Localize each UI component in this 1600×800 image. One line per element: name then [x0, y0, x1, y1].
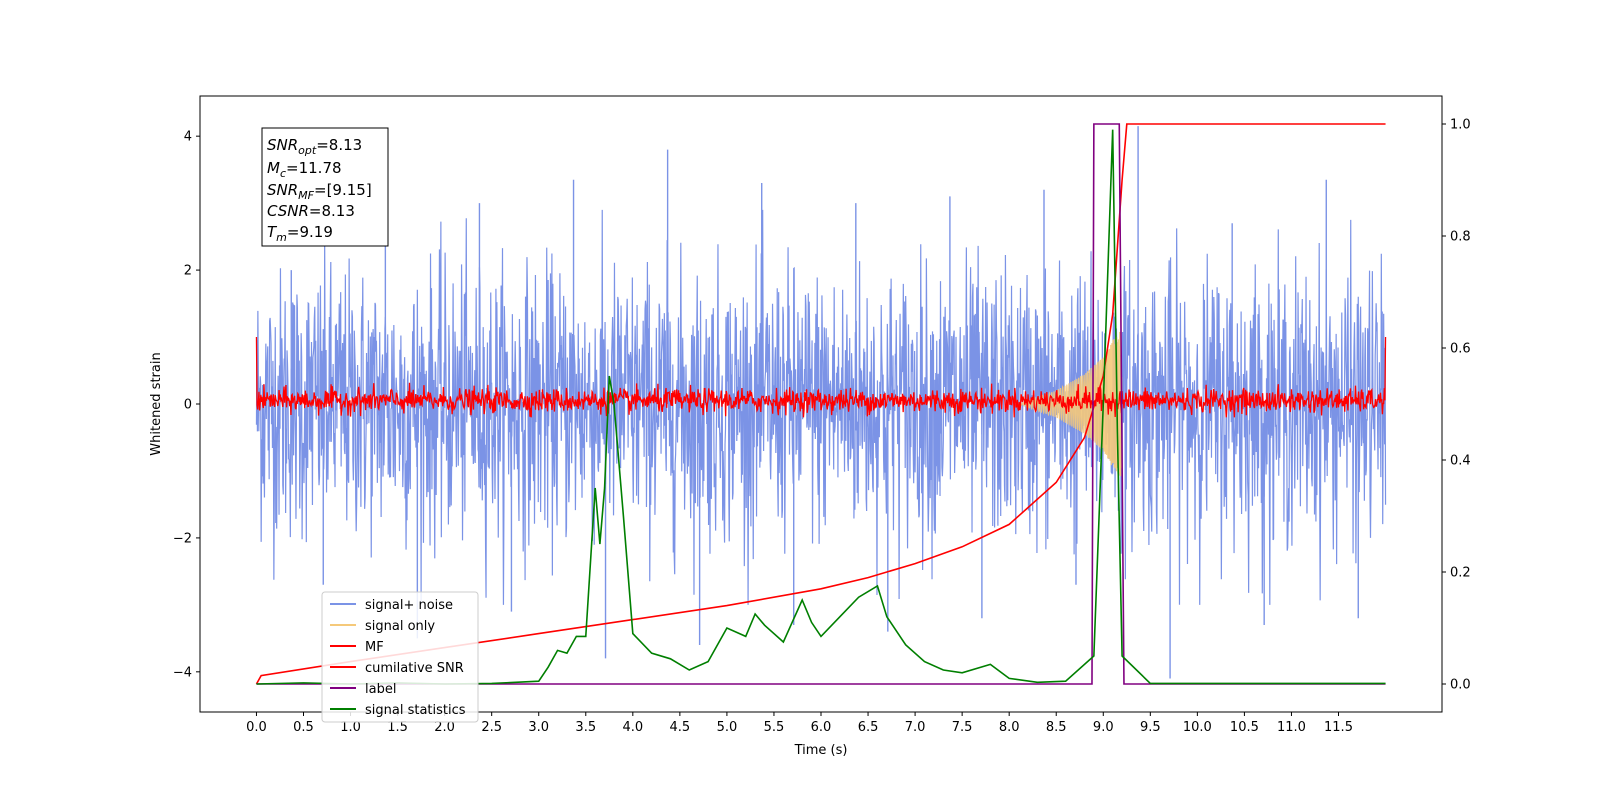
y2-tick-label: 0.0: [1450, 678, 1471, 693]
legend-label-signal-noise: signal+ noise: [365, 598, 453, 613]
x-tick-label: 6.0: [811, 720, 832, 735]
x-tick-label: 3.5: [575, 720, 596, 735]
y2-tick-label: 1.0: [1450, 118, 1471, 133]
x-tick-label: 5.5: [764, 720, 785, 735]
x-tick-label: 2.5: [481, 720, 502, 735]
series-mf: [255, 337, 1387, 418]
y-tick-label: 0: [184, 398, 192, 413]
x-tick-label: 8.0: [999, 720, 1020, 735]
y-tick-label: −2: [173, 531, 192, 546]
x-tick-label: 10.0: [1183, 720, 1212, 735]
x-axis-label: Time (s): [794, 743, 848, 758]
series-signal-statistics: [256, 129, 1386, 685]
y2-tick-label: 0.8: [1450, 230, 1471, 245]
y2-tick-label: 0.6: [1450, 342, 1471, 357]
x-tick-label: 5.0: [717, 720, 738, 735]
legend-label-signal-only: signal only: [365, 619, 435, 634]
x-tick-label: 4.5: [670, 720, 691, 735]
x-tick-label: 11.0: [1277, 720, 1306, 735]
x-tick-label: 3.0: [528, 720, 549, 735]
info-line-snr-opt: SNRopt=8.13: [267, 136, 362, 157]
y2-tick-label: 0.2: [1450, 566, 1471, 581]
x-tick-label: 9.5: [1140, 720, 1161, 735]
y2-tick-label: 0.4: [1450, 454, 1471, 469]
y-tick-label: 4: [184, 130, 192, 145]
y-axis-label: Whitened strain: [149, 352, 164, 455]
x-tick-label: 11.5: [1324, 720, 1353, 735]
legend-label-mf: MF: [365, 640, 384, 655]
x-tick-label: 7.5: [952, 720, 973, 735]
x-tick-label: 9.0: [1093, 720, 1114, 735]
legend: signal+ noise signal only MF cumilative …: [321, 591, 479, 723]
legend-label-signal-statistics: signal statistics: [365, 703, 466, 718]
info-box: SNRopt=8.13 Mc=11.78 SNRMF=[9.15] CSNR=8…: [261, 127, 389, 247]
x-tick-label: 4.0: [622, 720, 643, 735]
info-line-csnr: CSNR=8.13: [267, 202, 355, 220]
x-tick-label: 7.0: [905, 720, 926, 735]
info-box-frame: [261, 127, 389, 247]
x-tick-label: 1.5: [387, 720, 408, 735]
x-tick-label: 8.5: [1046, 720, 1067, 735]
info-line-snr-mf: SNRMF=[9.15]: [267, 181, 372, 202]
y-tick-label: 2: [184, 264, 192, 279]
ticks-layer: 0.0 0.5 1.0 1.5 2.0 2.5 3.0 3.5 4.0 4.5 5.0 5.5 6.0 6…: [173, 118, 1471, 736]
x-tick-label: 10.5: [1230, 720, 1259, 735]
info-line-mc: Mc=11.78: [267, 159, 342, 180]
legend-label-cumulative-snr: cumilative SNR: [365, 661, 464, 676]
legend-frame: [321, 591, 479, 723]
y-tick-label: −4: [173, 665, 192, 680]
x-tick-label: 6.5: [858, 720, 879, 735]
x-tick-label: 2.0: [434, 720, 455, 735]
x-tick-label: 1.0: [340, 720, 361, 735]
legend-label-label: label: [365, 682, 396, 697]
series-layer: [255, 123, 1387, 685]
x-tick-label: 0.0: [246, 720, 267, 735]
series-signal-noise: [255, 209, 1387, 605]
x-tick-label: 0.5: [293, 720, 314, 735]
info-line-tm: Tm=9.19: [267, 223, 333, 244]
